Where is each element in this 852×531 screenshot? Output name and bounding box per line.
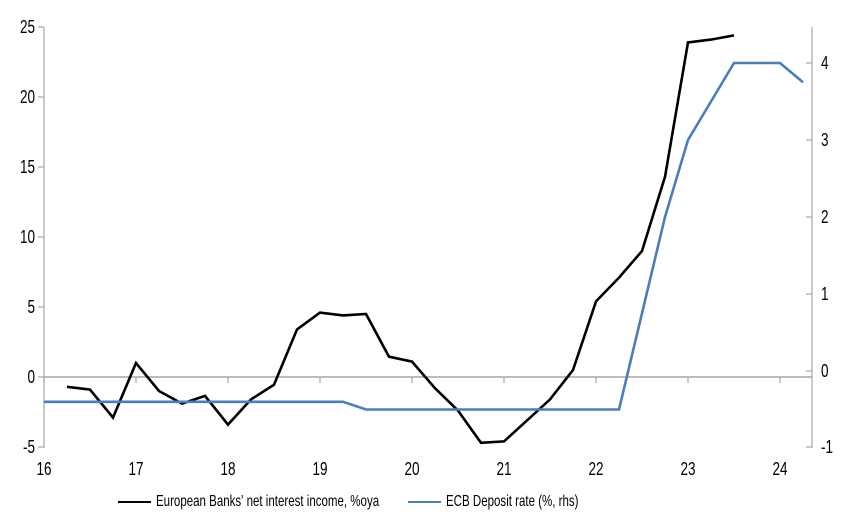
right-axis-tick-label: -1 xyxy=(821,437,834,457)
x-axis-tick-label: 19 xyxy=(312,459,328,479)
x-axis-tick-label: 23 xyxy=(680,459,696,479)
left-axis-tick-label: 15 xyxy=(19,157,35,177)
right-axis-tick-label: 0 xyxy=(821,361,829,381)
legend-item-ecb-deposit-rate: ECB Deposit rate (%, rhs) xyxy=(408,492,630,511)
left-axis-tick-label: 20 xyxy=(19,87,35,107)
left-axis-tick-label: 10 xyxy=(19,227,35,247)
legend-label-ecb-deposit-rate: ECB Deposit rate (%, rhs) xyxy=(446,493,579,510)
right-axis-tick-label: 4 xyxy=(821,53,829,73)
left-axis-tick-label: -5 xyxy=(22,437,35,457)
series-line-ecb-deposit-rate xyxy=(44,61,804,411)
left-axis-tick-label: 25 xyxy=(19,17,35,37)
x-axis-tick-label: 22 xyxy=(588,459,604,479)
x-axis-tick-label: 18 xyxy=(220,459,236,479)
x-axis-tick-label: 24 xyxy=(772,459,788,479)
left-axis-tick-label: 5 xyxy=(27,297,35,317)
legend-label-net-interest-income: European Banks' net interest income, %oy… xyxy=(156,493,380,510)
legend-line-sample-blue xyxy=(408,500,441,503)
right-axis-tick-label: 1 xyxy=(821,284,829,304)
left-axis-tick-label: 0 xyxy=(27,367,35,387)
right-axis-tick-label: 3 xyxy=(821,130,829,150)
legend-item-net-interest-income: European Banks' net interest income, %oy… xyxy=(118,492,466,511)
right-axis-tick-label: 2 xyxy=(821,207,829,227)
x-axis-tick-label: 17 xyxy=(128,459,144,479)
x-axis-tick-label: 20 xyxy=(404,459,420,479)
legend-line-sample-black xyxy=(118,500,151,503)
x-axis-tick-label: 16 xyxy=(36,459,52,479)
x-axis-tick-label: 21 xyxy=(496,459,512,479)
series-line-net-interest-income xyxy=(66,34,735,445)
